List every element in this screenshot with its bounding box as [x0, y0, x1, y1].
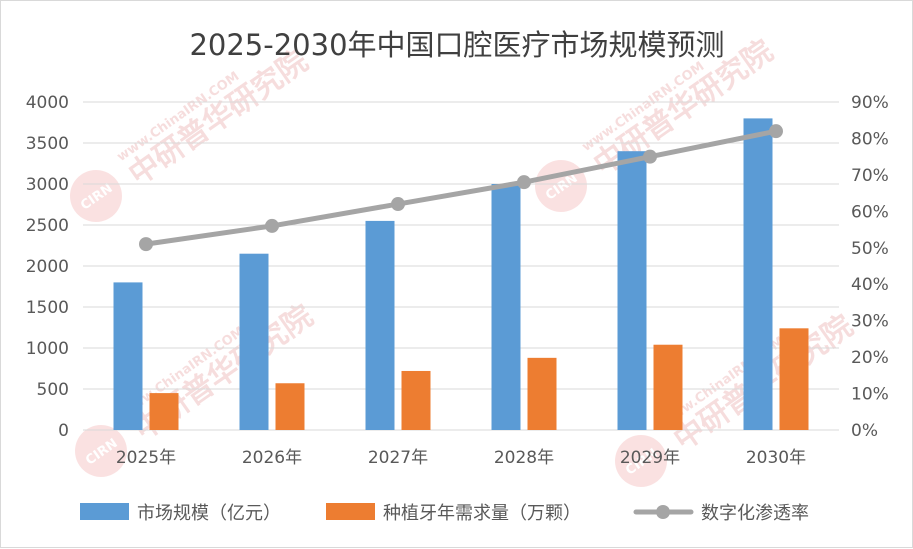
x-tick-label: 2028年	[494, 448, 554, 468]
y-right-tick-label: 90%	[851, 93, 889, 113]
chart-title: 2025-2030年中国口腔医疗市场规模预测	[189, 28, 724, 62]
bar-implant-demand	[275, 383, 305, 430]
bar-market-size	[113, 282, 143, 430]
y-left-tick-label: 500	[37, 380, 69, 400]
y-left-tick-label: 3000	[26, 175, 69, 195]
y-right-tick-label: 70%	[851, 166, 889, 186]
line-point-digital-penetration	[517, 175, 531, 190]
axis-layer: 0 500 1000 1500 2000 2500 3000 3500 4000 0% 10% 20%…	[26, 93, 889, 468]
bar-market-size	[491, 184, 521, 430]
line-point-digital-penetration	[265, 218, 279, 233]
bar-market-size	[365, 220, 395, 430]
x-tick-label: 2030年	[746, 448, 806, 468]
y-right-tick-label: 30%	[851, 312, 889, 332]
y-right-tick-label: 0%	[851, 421, 878, 441]
x-tick-label: 2026年	[242, 448, 302, 468]
bar-layer	[113, 118, 809, 431]
bar-market-size	[743, 118, 773, 431]
legend: 市场规模（亿元） 种植牙年需求量（万颗） 数字化渗透率	[80, 503, 809, 524]
bar-market-size	[617, 151, 647, 430]
y-right-tick-label: 50%	[851, 239, 889, 259]
line-digital-penetration	[143, 128, 779, 247]
y-right-tick-label: 40%	[851, 275, 889, 295]
legend-label-market-size: 市场规模（亿元）	[137, 503, 281, 524]
y-right-tick-label: 10%	[851, 385, 889, 405]
y-left-tick-label: 1500	[26, 298, 69, 318]
legend-label-implant-demand: 种植牙年需求量（万颗）	[383, 503, 581, 524]
line-point-digital-penetration	[391, 197, 405, 212]
line-point-digital-penetration	[643, 149, 657, 164]
y-right-tick-label: 80%	[851, 129, 889, 149]
legend-swatch-implant-demand	[326, 503, 375, 520]
legend-swatch-market-size	[80, 503, 129, 520]
bar-implant-demand	[653, 344, 683, 430]
bar-implant-demand	[401, 370, 431, 430]
y-left-tick-label: 4000	[26, 93, 69, 113]
y-right-tick-label: 20%	[851, 348, 889, 368]
y-left-tick-label: 2000	[26, 257, 69, 277]
y-left-tick-label: 3500	[26, 134, 69, 154]
x-tick-label: 2029年	[620, 448, 680, 468]
bar-implant-demand	[149, 393, 179, 430]
watermark-name: 中研普华研究院	[122, 44, 314, 193]
x-tick-label: 2027年	[368, 448, 428, 468]
watermark-logo-icon	[70, 170, 122, 222]
legend-marker-digital-penetration	[656, 505, 670, 519]
x-tick-label: 2025年	[116, 448, 176, 468]
y-left-tick-label: 1000	[26, 339, 69, 359]
watermark-logo-icon	[615, 435, 667, 487]
bar-implant-demand	[779, 328, 809, 430]
y-left-tick-label: 2500	[26, 216, 69, 236]
line-point-digital-penetration	[139, 237, 153, 252]
watermark-logo-icon	[75, 425, 127, 477]
bar-market-size	[239, 253, 269, 430]
legend-label-digital-penetration: 数字化渗透率	[701, 503, 809, 524]
y-right-tick-label: 60%	[851, 202, 889, 222]
bar-implant-demand	[527, 357, 557, 430]
line-point-digital-penetration	[769, 124, 783, 139]
line-layer	[139, 124, 783, 252]
y-left-tick-label: 0	[58, 421, 69, 441]
